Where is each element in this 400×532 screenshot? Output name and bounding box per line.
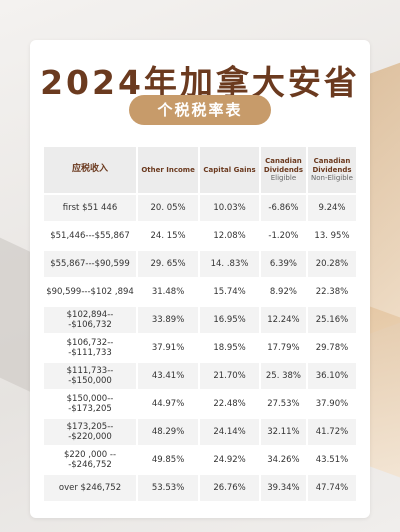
cell-eligible: 8.92%	[260, 279, 306, 305]
cell-eligible: 39.34%	[260, 475, 306, 501]
cell-other-income: 48.29%	[138, 419, 199, 445]
cell-capital-gains: 24.92%	[200, 447, 259, 473]
cell-non-eligible: 20.28%	[307, 251, 356, 277]
cell-non-eligible: 22.38%	[307, 279, 356, 305]
table-row: first $51 446 20. 05% 10.03% -6.86% 9.24…	[44, 195, 356, 221]
header-eligible-dividends: Canadian Dividends Eligible	[260, 147, 306, 193]
cell-other-income: 37.91%	[138, 335, 199, 361]
cell-eligible: -6.86%	[260, 195, 306, 221]
header-taxable-income: 应税收入	[44, 147, 136, 193]
cell-other-income: 24. 15%	[138, 223, 199, 249]
cell-income: $51,446---$55,867	[44, 223, 136, 249]
cell-eligible: 17.79%	[260, 335, 306, 361]
cell-eligible: 6.39%	[260, 251, 306, 277]
tax-rate-table: 应税收入 Other Income Capital Gains Canadian…	[42, 145, 358, 503]
cell-eligible: -1.20%	[260, 223, 306, 249]
cell-non-eligible: 41.72%	[307, 419, 356, 445]
table-row: $51,446---$55,867 24. 15% 12.08% -1.20% …	[44, 223, 356, 249]
cell-non-eligible: 36.10%	[307, 363, 356, 389]
cell-non-eligible: 13. 95%	[307, 223, 356, 249]
cell-capital-gains: 18.95%	[200, 335, 259, 361]
cell-other-income: 29. 65%	[138, 251, 199, 277]
cell-eligible: 32.11%	[260, 419, 306, 445]
cell-other-income: 53.53%	[138, 475, 199, 501]
table-row: $90,599---$102 ,894 31.48% 15.74% 8.92% …	[44, 279, 356, 305]
cell-non-eligible: 37.90%	[307, 391, 356, 417]
cell-income: $102,894---$106,732	[44, 307, 136, 333]
header-eligible-line2: Dividends	[263, 165, 303, 174]
header-capital-gains: Capital Gains	[200, 147, 259, 193]
cell-capital-gains: 26.76%	[200, 475, 259, 501]
cell-other-income: 43.41%	[138, 363, 199, 389]
cell-other-income: 31.48%	[138, 279, 199, 305]
header-eligible-sub: Eligible	[270, 174, 297, 183]
table-row: $173,205---$220,000 48.29% 24.14% 32.11%…	[44, 419, 356, 445]
header-non-eligible-dividends: Canadian Dividends Non-Eligible	[307, 147, 356, 193]
cell-non-eligible: 25.16%	[307, 307, 356, 333]
table-row: $111,733---$150,000 43.41% 21.70% 25. 38…	[44, 363, 356, 389]
cell-other-income: 49.85%	[138, 447, 199, 473]
cell-capital-gains: 12.08%	[200, 223, 259, 249]
header-non-eligible-line1: Canadian	[313, 156, 351, 165]
header-other-income: Other Income	[138, 147, 199, 193]
table-header-row: 应税收入 Other Income Capital Gains Canadian…	[44, 147, 356, 193]
cell-capital-gains: 22.48%	[200, 391, 259, 417]
cell-income: $55,867---$90,599	[44, 251, 136, 277]
header-eligible-line1: Canadian	[265, 156, 302, 165]
cell-capital-gains: 15.74%	[200, 279, 259, 305]
header-non-eligible-sub: Non-Eligible	[311, 174, 353, 183]
cell-capital-gains: 10.03%	[200, 195, 259, 221]
cell-capital-gains: 21.70%	[200, 363, 259, 389]
cell-non-eligible: 43.51%	[307, 447, 356, 473]
cell-eligible: 12.24%	[260, 307, 306, 333]
cell-income: over $246,752	[44, 475, 136, 501]
cell-income: $150,000---$173,205	[44, 391, 136, 417]
cell-income: first $51 446	[44, 195, 136, 221]
cell-income: $220 ,000 ---$246,752	[44, 447, 136, 473]
cell-other-income: 44.97%	[138, 391, 199, 417]
cell-eligible: 34.26%	[260, 447, 306, 473]
header-non-eligible-line2: Dividends	[312, 165, 352, 174]
cell-income: $90,599---$102 ,894	[44, 279, 136, 305]
cell-non-eligible: 9.24%	[307, 195, 356, 221]
cell-capital-gains: 14. .83%	[200, 251, 259, 277]
table-row: $55,867---$90,599 29. 65% 14. .83% 6.39%…	[44, 251, 356, 277]
cell-income: $173,205---$220,000	[44, 419, 136, 445]
cell-other-income: 20. 05%	[138, 195, 199, 221]
cell-other-income: 33.89%	[138, 307, 199, 333]
cell-income: $111,733---$150,000	[44, 363, 136, 389]
table-row: $150,000---$173,205 44.97% 22.48% 27.53%…	[44, 391, 356, 417]
tax-table-card: 2024年加拿大安省 个税税率表 应税收入 Other Income Capit…	[30, 40, 370, 518]
cell-capital-gains: 24.14%	[200, 419, 259, 445]
subtitle-badge: 个税税率表	[129, 95, 271, 125]
table-row: $106,732---$111,733 37.91% 18.95% 17.79%…	[44, 335, 356, 361]
table-row: $102,894---$106,732 33.89% 16.95% 12.24%…	[44, 307, 356, 333]
cell-capital-gains: 16.95%	[200, 307, 259, 333]
cell-non-eligible: 29.78%	[307, 335, 356, 361]
cell-eligible: 25. 38%	[260, 363, 306, 389]
table-row: $220 ,000 ---$246,752 49.85% 24.92% 34.2…	[44, 447, 356, 473]
table-row: over $246,752 53.53% 26.76% 39.34% 47.74…	[44, 475, 356, 501]
cell-eligible: 27.53%	[260, 391, 306, 417]
cell-income: $106,732---$111,733	[44, 335, 136, 361]
cell-non-eligible: 47.74%	[307, 475, 356, 501]
